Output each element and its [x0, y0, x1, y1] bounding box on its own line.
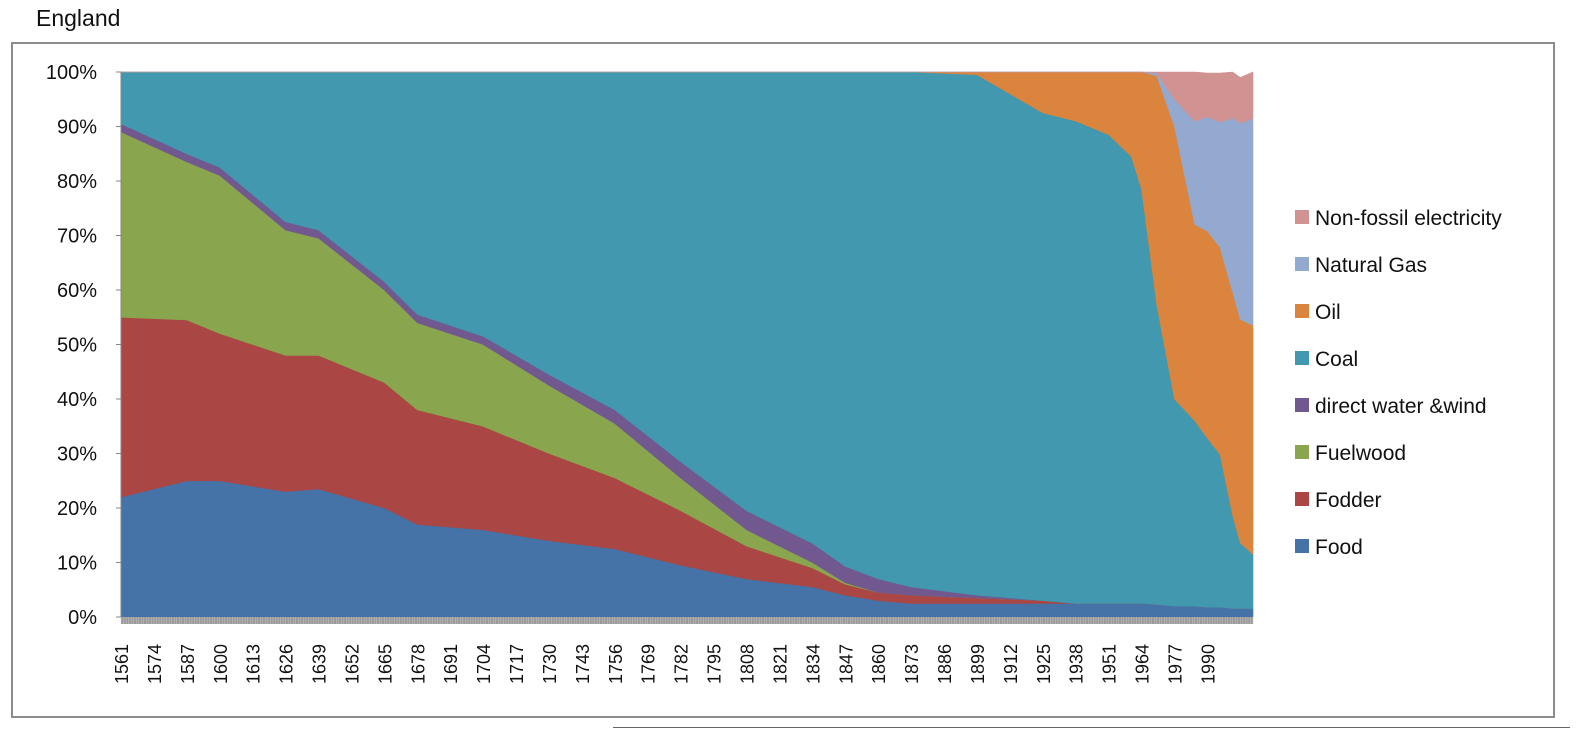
legend-swatch-food	[1295, 539, 1309, 553]
x-tick-label: 1886	[935, 644, 955, 684]
x-tick-label: 1795	[705, 644, 725, 684]
x-tick-label: 1899	[968, 644, 988, 684]
chart-title: England	[36, 5, 121, 31]
area-non-fossil-electricity	[121, 71, 1254, 124]
y-tick-label: 90%	[57, 117, 97, 139]
x-tick-label: 1665	[375, 644, 395, 684]
legend-label-non-fossil-electricity: Non-fossil electricity	[1315, 207, 1502, 230]
legend-swatch-fodder	[1295, 492, 1309, 506]
x-tick-label: 1925	[1034, 644, 1054, 684]
x-tick-label: 1821	[770, 644, 790, 684]
x-tick-label: 1873	[902, 644, 922, 684]
x-tick-label: 1769	[639, 644, 659, 684]
x-tick-label: 1743	[573, 644, 593, 684]
y-tick-label: 40%	[57, 389, 97, 411]
y-tick-label: 30%	[57, 444, 97, 466]
x-tick-label: 1717	[507, 644, 527, 684]
x-tick-label: 1951	[1100, 644, 1120, 684]
legend-swatch-natural-gas	[1295, 257, 1309, 271]
axes-layer	[116, 71, 1254, 624]
x-tick-label: 1704	[474, 644, 494, 684]
divider-line	[613, 727, 1570, 728]
y-tick-label: 60%	[57, 280, 97, 302]
x-tick-label: 1587	[178, 644, 198, 684]
x-tick-label: 1730	[540, 644, 560, 684]
x-tick-label: 1964	[1133, 644, 1153, 684]
legend-label-fuelwood: Fuelwood	[1315, 442, 1406, 465]
y-tick-label: 20%	[57, 498, 97, 520]
legend-swatch-oil	[1295, 304, 1309, 318]
legend-label-food: Food	[1315, 536, 1363, 559]
y-axis-labels: 0% 10% 20% 30% 40% 50% 60% 70% 80% 90% 100%	[46, 62, 97, 629]
y-tick-label: 10%	[57, 553, 97, 575]
x-tick-label: 1782	[672, 644, 692, 684]
y-tick-label: 70%	[57, 226, 97, 248]
x-tick-label: 1613	[244, 644, 264, 684]
legend-swatch-fuelwood	[1295, 445, 1309, 459]
x-tick-label: 1847	[836, 644, 856, 684]
y-tick-label: 80%	[57, 171, 97, 193]
x-tick-label: 1834	[803, 644, 823, 684]
legend-label-oil: Oil	[1315, 301, 1341, 324]
chart-frame	[11, 42, 1555, 718]
x-tick-label: 1912	[1001, 644, 1021, 684]
x-tick-label: 1678	[408, 644, 428, 684]
x-axis-labels: 1561 1574 1587 1600 1613 1626 1639 1652 1665 1678…	[112, 644, 1218, 684]
legend-label-fodder: Fodder	[1315, 489, 1382, 512]
legend-swatch-direct-water-wind	[1295, 398, 1309, 412]
legend-label-direct-water-wind: direct water &wind	[1315, 395, 1487, 418]
x-tick-label: 1808	[738, 644, 758, 684]
x-tick-label: 1756	[606, 644, 626, 684]
legend-label-natural-gas: Natural Gas	[1315, 254, 1427, 277]
x-tick-label: 1639	[310, 644, 330, 684]
x-tick-label: 1626	[277, 644, 297, 684]
legend-label-coal: Coal	[1315, 348, 1358, 371]
x-axis-band	[121, 617, 1253, 624]
x-tick-label: 1977	[1165, 644, 1185, 684]
x-tick-label: 1574	[145, 644, 165, 684]
x-tick-label: 1561	[112, 644, 132, 684]
legend: Non-fossil electricity Natural Gas Oil Coal…	[1295, 207, 1502, 559]
legend-swatch-coal	[1295, 351, 1309, 365]
legend-swatch-non-fossil-electricity	[1295, 210, 1309, 224]
x-tick-label: 1600	[211, 644, 231, 684]
area-layer	[120, 71, 1254, 618]
x-tick-label: 1938	[1067, 644, 1087, 684]
x-tick-label: 1860	[869, 644, 889, 684]
x-tick-label: 1990	[1198, 644, 1218, 684]
y-tick-label: 0%	[68, 607, 97, 629]
x-tick-label: 1652	[342, 644, 362, 684]
x-tick-label: 1691	[441, 644, 461, 684]
y-tick-label: 50%	[57, 335, 97, 357]
y-tick-label: 100%	[46, 62, 97, 84]
